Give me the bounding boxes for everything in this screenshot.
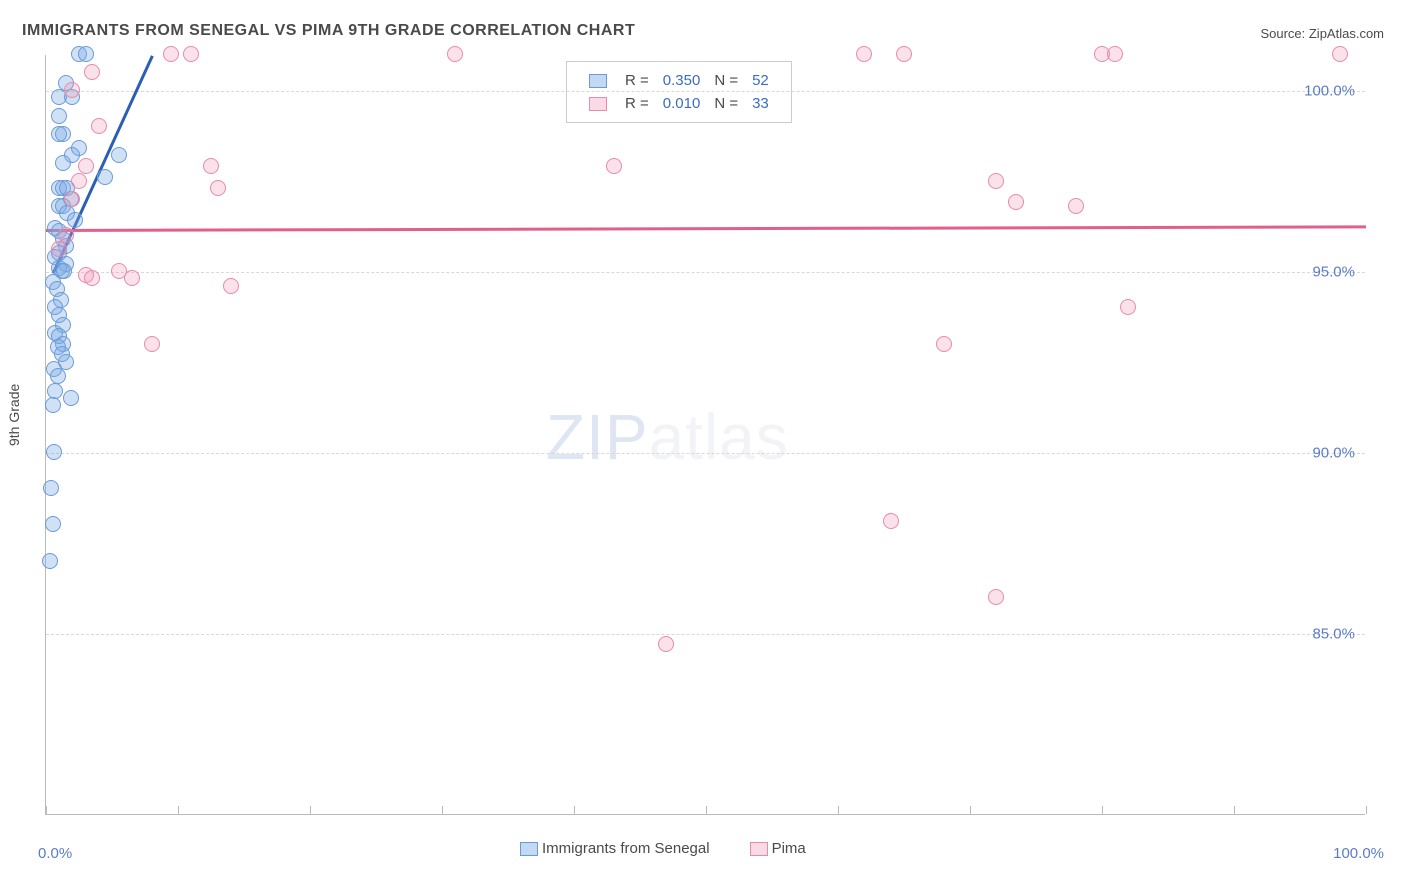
- data-point: [64, 82, 80, 98]
- data-point: [124, 270, 140, 286]
- gridline-h: [46, 634, 1365, 635]
- data-point: [46, 444, 62, 460]
- legend-row: R =0.010N =33: [583, 93, 775, 114]
- x-tick: [1102, 806, 1103, 814]
- data-point: [45, 397, 61, 413]
- data-point: [163, 46, 179, 62]
- legend-label: Pima: [772, 840, 806, 857]
- data-point: [111, 147, 127, 163]
- x-tick: [178, 806, 179, 814]
- legend-swatch: [520, 842, 538, 856]
- data-point: [203, 158, 219, 174]
- y-tick-label: 95.0%: [1312, 264, 1355, 281]
- x-tick: [310, 806, 311, 814]
- y-axis-title: 9th Grade: [6, 384, 22, 446]
- legend-r-label: R =: [619, 70, 655, 91]
- data-point: [223, 278, 239, 294]
- watermark-rest: atlas: [649, 401, 789, 473]
- x-tick: [1234, 806, 1235, 814]
- data-point: [988, 589, 1004, 605]
- data-point: [71, 173, 87, 189]
- data-point: [47, 383, 63, 399]
- legend-item: Pima: [750, 840, 806, 857]
- legend-r-value: 0.010: [657, 93, 707, 114]
- data-point: [856, 46, 872, 62]
- gridline-h: [46, 453, 1365, 454]
- y-tick-label: 85.0%: [1312, 626, 1355, 643]
- legend-n-value: 33: [746, 93, 775, 114]
- source-attribution: Source: ZipAtlas.com: [1260, 26, 1384, 41]
- chart-title: IMMIGRANTS FROM SENEGAL VS PIMA 9TH GRAD…: [22, 22, 635, 40]
- x-tick: [1366, 806, 1367, 814]
- data-point: [84, 64, 100, 80]
- legend-swatch: [589, 97, 607, 111]
- data-point: [1332, 46, 1348, 62]
- data-point: [447, 46, 463, 62]
- legend-swatch: [589, 74, 607, 88]
- data-point: [43, 480, 59, 496]
- data-point: [91, 118, 107, 134]
- data-point: [42, 553, 58, 569]
- legend-r-value: 0.350: [657, 70, 707, 91]
- data-point: [63, 390, 79, 406]
- data-point: [988, 173, 1004, 189]
- data-point: [936, 336, 952, 352]
- data-point: [896, 46, 912, 62]
- data-point: [606, 158, 622, 174]
- x-tick: [574, 806, 575, 814]
- data-point: [67, 212, 83, 228]
- data-point: [1120, 299, 1136, 315]
- data-point: [210, 180, 226, 196]
- legend-label: Immigrants from Senegal: [542, 840, 710, 857]
- x-tick: [46, 806, 47, 814]
- gridline-h: [46, 91, 1365, 92]
- data-point: [51, 241, 67, 257]
- legend-row: R =0.350N =52: [583, 70, 775, 91]
- x-tick: [838, 806, 839, 814]
- data-point: [84, 270, 100, 286]
- legend-n-label: N =: [708, 70, 744, 91]
- data-point: [97, 169, 113, 185]
- x-tick: [706, 806, 707, 814]
- watermark-bold: ZIP: [546, 401, 649, 473]
- legend-r-label: R =: [619, 93, 655, 114]
- x-axis-min-label: 0.0%: [38, 845, 72, 862]
- data-point: [1107, 46, 1123, 62]
- x-tick: [970, 806, 971, 814]
- legend-n-label: N =: [708, 93, 744, 114]
- data-point: [50, 368, 66, 384]
- watermark: ZIPatlas: [546, 400, 789, 474]
- data-point: [64, 191, 80, 207]
- x-tick: [442, 806, 443, 814]
- y-tick-label: 100.0%: [1304, 83, 1355, 100]
- data-point: [658, 636, 674, 652]
- data-point: [883, 513, 899, 529]
- data-point: [144, 336, 160, 352]
- trend-line: [46, 225, 1366, 231]
- legend-item: Immigrants from Senegal: [520, 840, 710, 857]
- plot-area: ZIPatlas R =0.350N =52R =0.010N =33 85.0…: [45, 55, 1365, 815]
- legend-series: Immigrants from Senegal Pima: [520, 840, 806, 857]
- data-point: [183, 46, 199, 62]
- data-point: [45, 516, 61, 532]
- legend-swatch: [750, 842, 768, 856]
- data-point: [1008, 194, 1024, 210]
- data-point: [1068, 198, 1084, 214]
- data-point: [78, 46, 94, 62]
- data-point: [51, 126, 67, 142]
- gridline-h: [46, 272, 1365, 273]
- y-tick-label: 90.0%: [1312, 445, 1355, 462]
- x-axis-max-label: 100.0%: [1333, 845, 1384, 862]
- legend-n-value: 52: [746, 70, 775, 91]
- data-point: [51, 108, 67, 124]
- data-point: [55, 155, 71, 171]
